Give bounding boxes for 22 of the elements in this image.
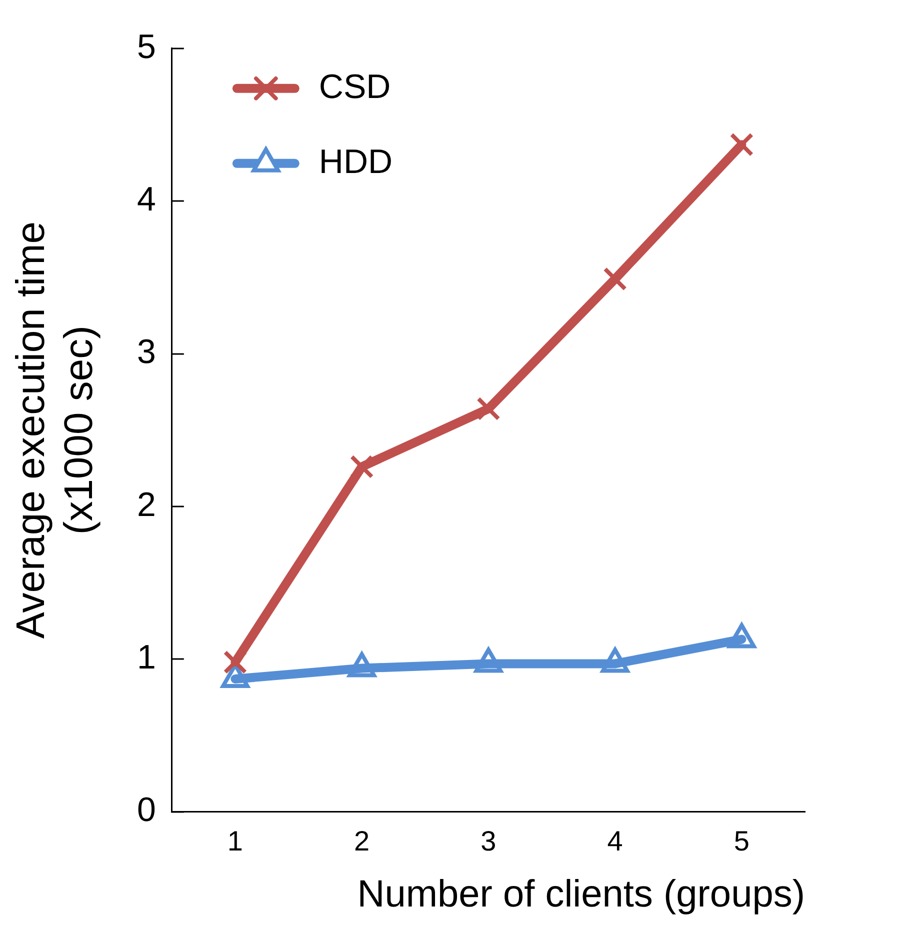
- y-tick-label: 5: [136, 28, 156, 66]
- legend-label: HDD: [318, 142, 393, 181]
- y-axis-title: Average execution time (x1000 sec): [9, 221, 102, 639]
- x-tick-label: 2: [354, 825, 370, 856]
- point: [600, 648, 630, 673]
- y-tick-label: 4: [136, 180, 156, 218]
- legend-label: CSD: [318, 68, 391, 106]
- point: [348, 652, 376, 678]
- x-tick-label: 1: [227, 825, 244, 856]
- x-axis-title: Number of clients (groups): [357, 874, 805, 916]
- y-tick-label: 2: [136, 486, 156, 524]
- y-tick-label: 0: [136, 791, 156, 830]
- y-tick-label: 3: [136, 333, 156, 372]
- x-tick-label: 5: [734, 825, 750, 856]
- point: [476, 396, 500, 421]
- y-tick-label: 1: [136, 638, 156, 676]
- point: [474, 648, 503, 673]
- x-tick-label: 4: [607, 825, 623, 856]
- point: [730, 132, 754, 156]
- point: [728, 623, 756, 648]
- x-tick-label: 3: [480, 825, 496, 856]
- point: [603, 267, 627, 291]
